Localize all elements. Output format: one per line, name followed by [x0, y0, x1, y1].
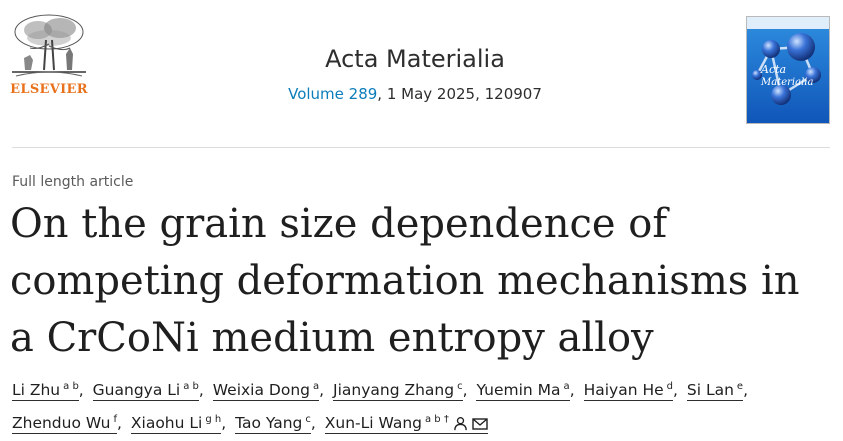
- publisher-name: ELSEVIER: [10, 82, 88, 97]
- volume-link[interactable]: Volume 289: [288, 85, 378, 103]
- author-link[interactable]: Li Zhu a b: [12, 381, 79, 401]
- author-link[interactable]: Zhenduo Wu f: [12, 414, 118, 434]
- author-name: Haiyan He: [583, 381, 664, 399]
- author-name: Si Lan: [686, 381, 734, 399]
- author-name: Tao Yang: [235, 414, 303, 432]
- author-name: Jianyang Zhang: [333, 381, 455, 399]
- author-affiliation: c: [457, 381, 463, 392]
- author-affiliation: g h: [205, 414, 222, 425]
- article-type: Full length article: [12, 174, 134, 190]
- author-affiliation: a b: [63, 381, 79, 392]
- journal-cover-image[interactable]: Acta Materialia: [746, 16, 830, 124]
- elsevier-tree-icon: [8, 14, 90, 80]
- author-link[interactable]: Xiaohu Li g h: [130, 414, 222, 434]
- author-link[interactable]: Si Lan e: [686, 381, 744, 401]
- author-name: Yuemin Ma: [476, 381, 561, 399]
- journal-title[interactable]: Acta Materialia: [325, 45, 505, 73]
- envelope-icon: [472, 418, 488, 430]
- cover-label-2: Materialia: [760, 77, 813, 88]
- author-link[interactable]: Jianyang Zhang c: [333, 381, 463, 401]
- author-list: Li Zhu a b, Guangya Li a b, Weixia Dong a, …: [12, 381, 748, 434]
- header-divider: [12, 147, 830, 148]
- author-affiliation: c: [305, 414, 311, 425]
- article-title: On the grain size dependence of competin…: [10, 201, 800, 361]
- author-affiliation: f: [113, 414, 118, 425]
- author-link[interactable]: Haiyan He d: [583, 381, 673, 401]
- author-name: Xiaohu Li: [130, 414, 203, 432]
- person-icon: [454, 417, 467, 431]
- author-link[interactable]: Guangya Li a b: [92, 381, 199, 401]
- elsevier-logo[interactable]: ELSEVIER: [8, 14, 90, 102]
- author-name: Weixia Dong: [212, 381, 310, 399]
- author-name: Xun-Li Wang: [324, 414, 422, 432]
- author-affiliation: e: [736, 381, 744, 392]
- author-link[interactable]: Weixia Dong a: [212, 381, 320, 401]
- author-affiliation: a b: [183, 381, 199, 392]
- issue-info: , 1 May 2025, 120907: [377, 85, 542, 103]
- author-name: Guangya Li: [92, 381, 181, 399]
- molecule-cover-icon: Acta Materialia: [747, 17, 829, 123]
- author-name: Zhenduo Wu: [12, 414, 111, 432]
- journal-meta: Volume 289, 1 May 2025, 120907: [200, 84, 630, 104]
- author-affiliation: d: [666, 381, 673, 392]
- author-affiliation: a b †: [425, 414, 449, 425]
- author-link[interactable]: Tao Yang c: [235, 414, 311, 434]
- author-link-corresponding[interactable]: Xun-Li Wang a b †: [324, 414, 488, 434]
- author-affiliation: a: [313, 381, 320, 392]
- cover-label-1: Acta: [760, 63, 786, 76]
- author-link[interactable]: Yuemin Ma a: [476, 381, 570, 401]
- author-name: Li Zhu: [12, 381, 61, 399]
- author-affiliation: a: [563, 381, 570, 392]
